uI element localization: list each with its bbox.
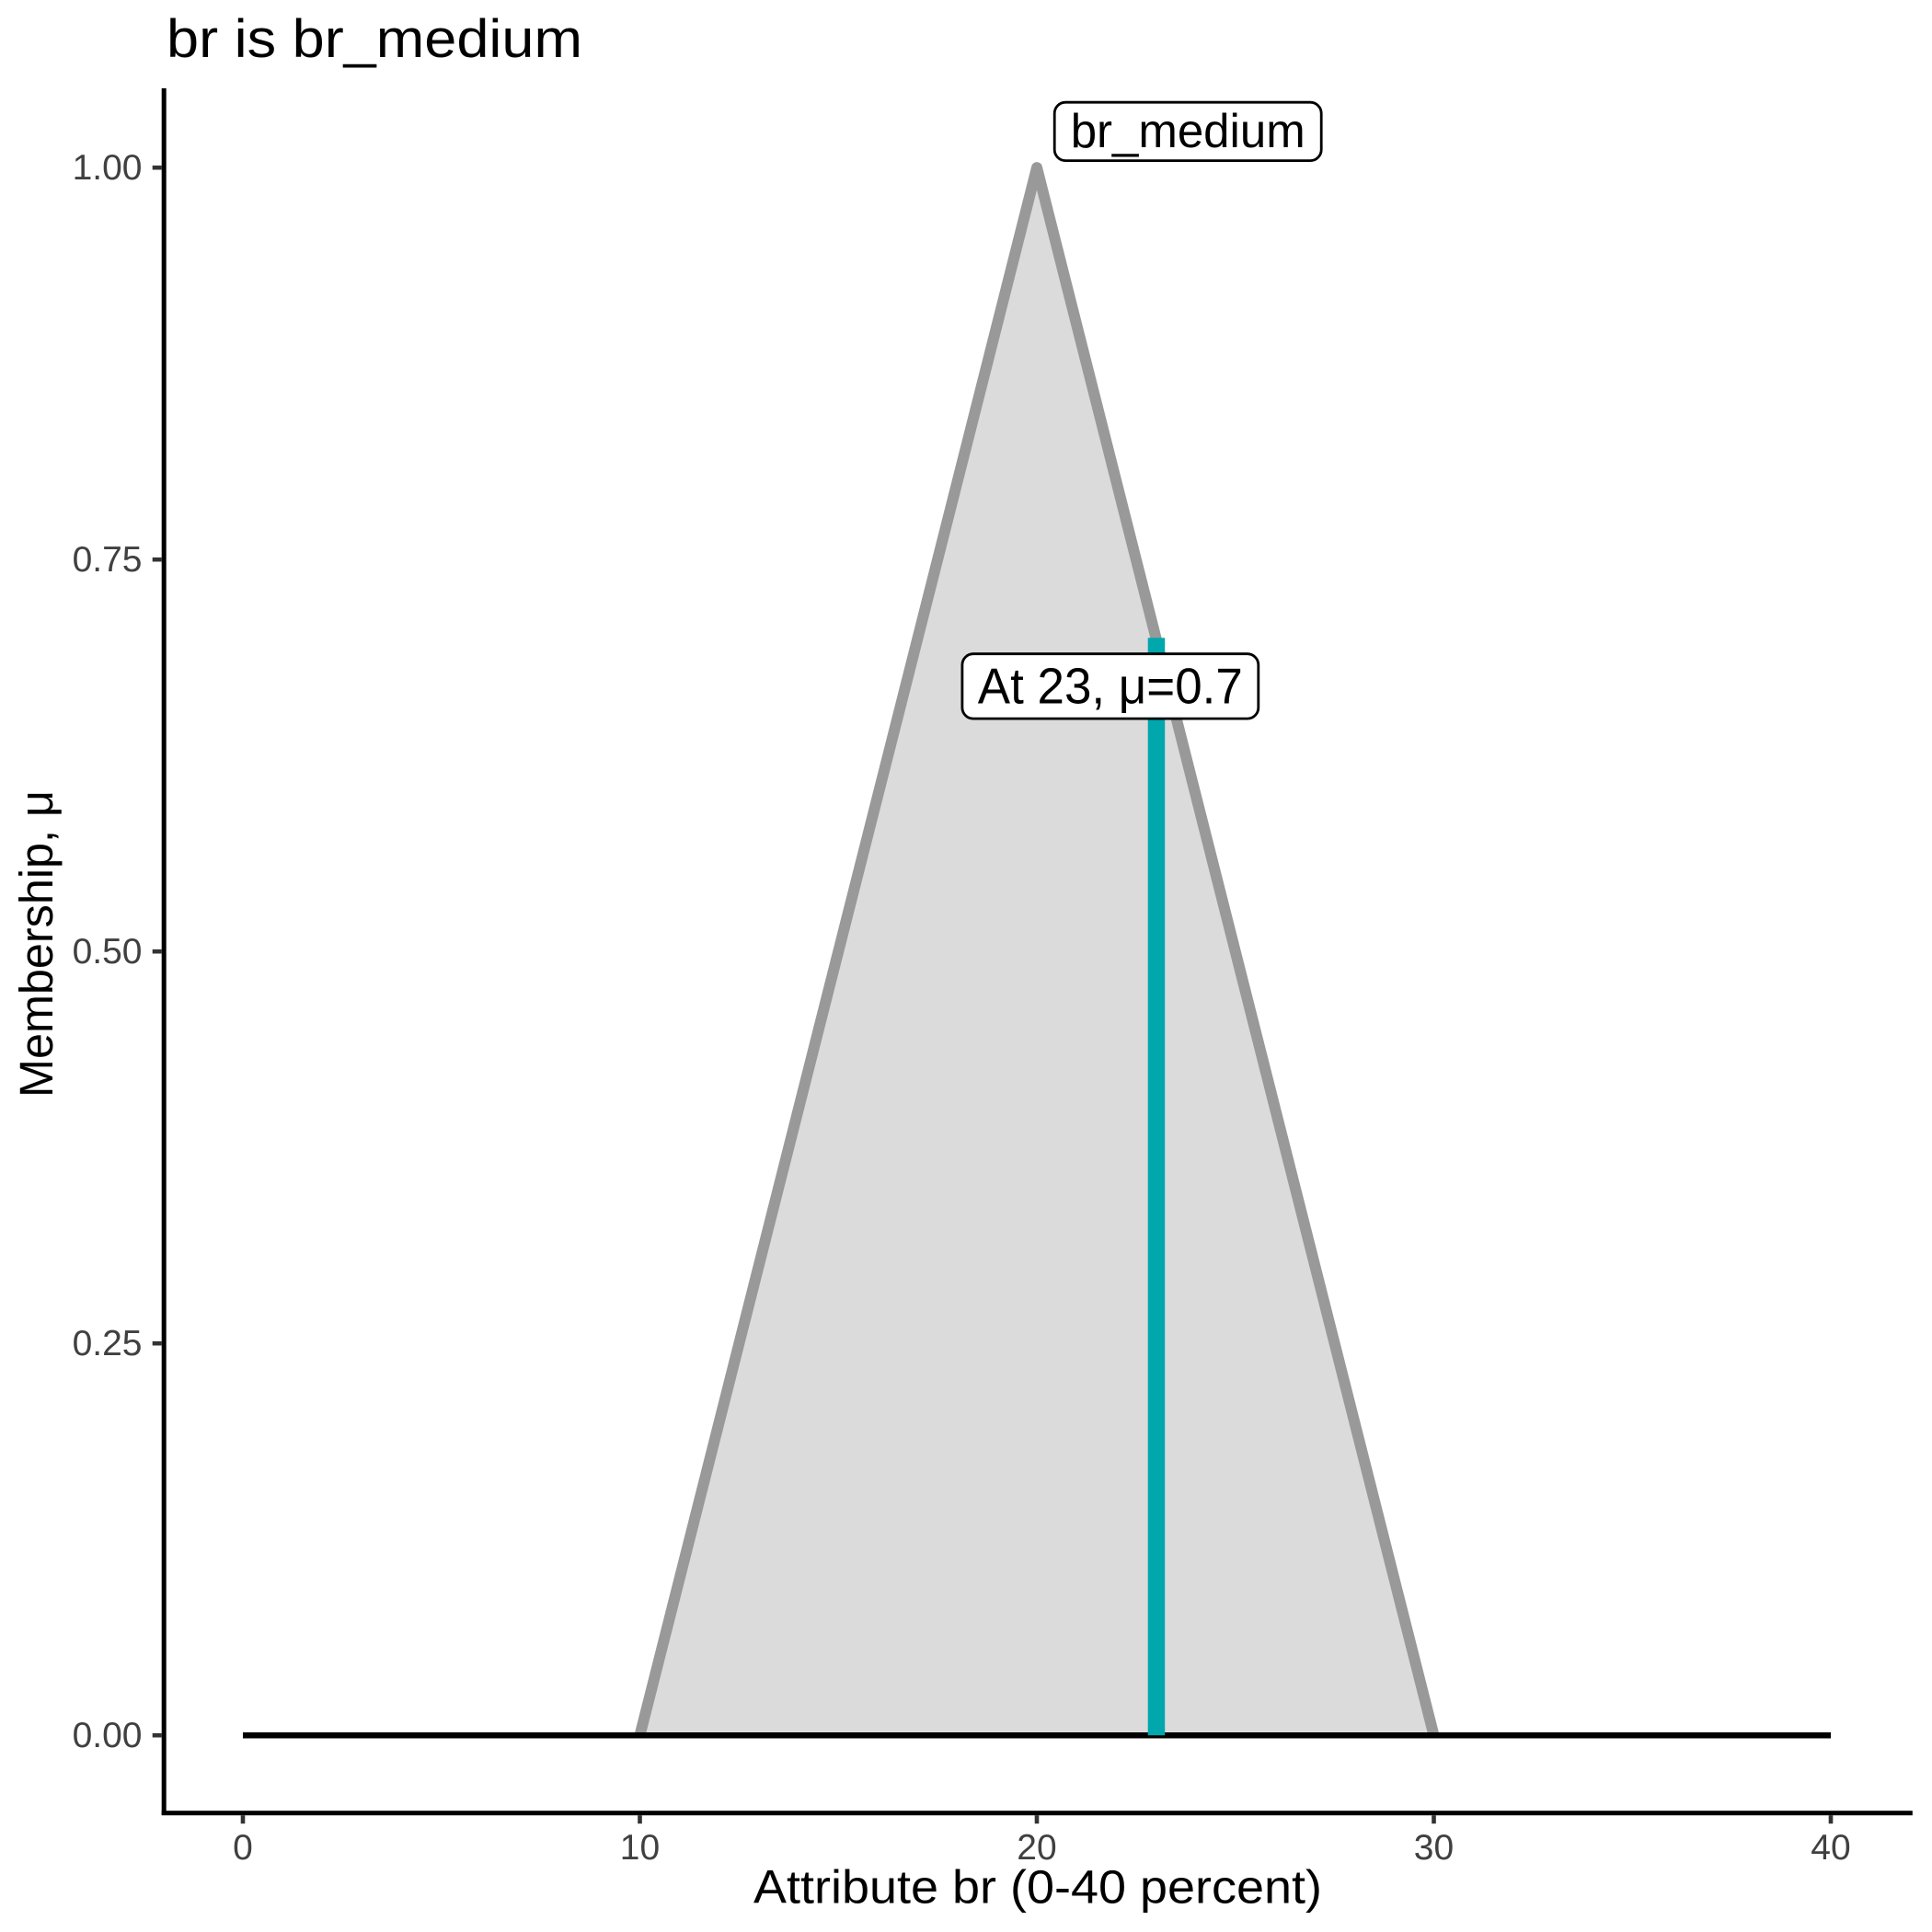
svg-text:40: 40 — [1811, 1828, 1850, 1868]
svg-text:0.50: 0.50 — [73, 932, 143, 972]
svg-text:1.00: 1.00 — [73, 148, 143, 188]
svg-text:At 23, μ=0.7: At 23, μ=0.7 — [978, 658, 1243, 715]
svg-text:0.75: 0.75 — [73, 540, 143, 580]
svg-text:20: 20 — [1017, 1828, 1056, 1868]
svg-text:0: 0 — [233, 1828, 253, 1868]
svg-text:10: 10 — [620, 1828, 660, 1868]
svg-text:Attribute br (0-40 percent): Attribute br (0-40 percent) — [753, 1861, 1322, 1914]
svg-text:0.00: 0.00 — [73, 1716, 143, 1755]
svg-text:0.25: 0.25 — [73, 1324, 143, 1363]
svg-text:br_medium: br_medium — [1071, 105, 1305, 158]
svg-text:Membership, μ: Membership, μ — [10, 790, 63, 1098]
svg-text:30: 30 — [1414, 1828, 1454, 1868]
svg-text:br is br_medium: br is br_medium — [167, 9, 582, 69]
